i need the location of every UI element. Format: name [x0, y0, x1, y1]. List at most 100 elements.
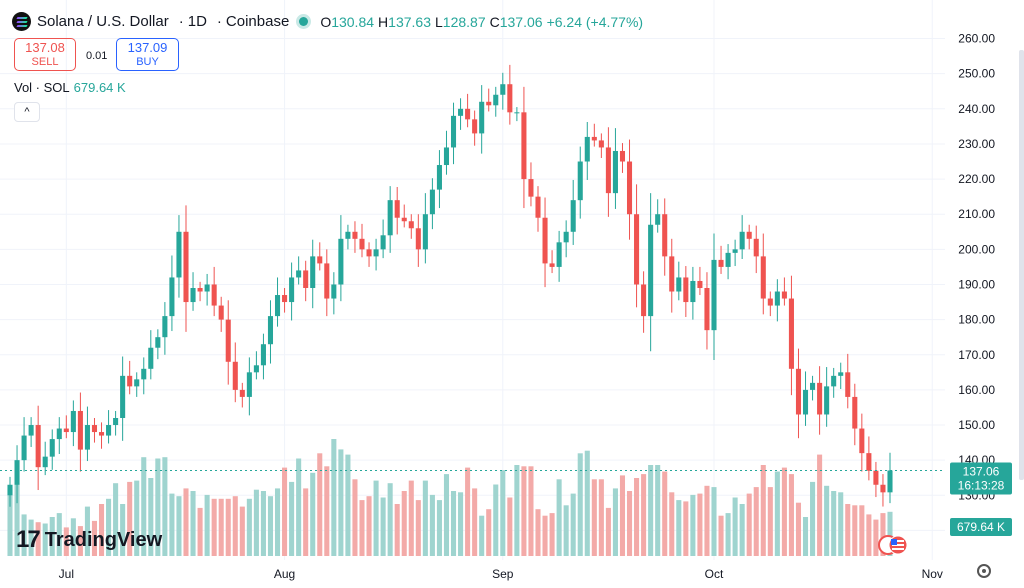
candle-body — [274, 295, 281, 317]
spread-value: 0.01 — [86, 50, 108, 62]
candle-body — [282, 295, 288, 303]
y-tick-label: 200.00 — [958, 242, 995, 256]
volume-bar — [317, 453, 323, 556]
volume-bar — [310, 472, 316, 556]
candle-body — [183, 231, 189, 303]
chart-legend: Solana / U.S. Dollar · 1D · Coinbase O 13… — [12, 12, 643, 31]
volume-bar — [641, 474, 647, 556]
volume-bar — [472, 488, 478, 556]
candle-body — [577, 161, 583, 201]
volume-bar — [845, 504, 851, 556]
candle-body — [556, 242, 562, 267]
tradingview-mark-icon: 17 — [16, 526, 41, 553]
candle-body — [887, 470, 893, 493]
volume-bar — [218, 498, 224, 556]
volume-bar — [535, 509, 541, 556]
low-label: L — [434, 13, 443, 30]
volume-bar — [817, 454, 823, 556]
volume-bar — [359, 500, 365, 556]
candle-body — [91, 425, 98, 433]
settings-icon[interactable] — [977, 564, 991, 578]
volume-bar — [795, 502, 802, 556]
volume-bar — [852, 505, 858, 556]
candle-body — [845, 372, 851, 397]
candle-body — [169, 277, 175, 317]
x-tick-label: Sep — [492, 567, 514, 581]
candle-body — [28, 425, 34, 436]
symbol-title[interactable]: Solana / U.S. Dollar — [37, 13, 169, 30]
candle-body — [345, 231, 351, 239]
candle-body — [373, 249, 379, 257]
volume-bar — [120, 504, 126, 556]
candle-body — [14, 460, 20, 485]
y-tick-label: 180.00 — [958, 313, 995, 327]
high-value: 137.63 — [388, 13, 431, 30]
close-label: C — [489, 13, 500, 30]
interval-label[interactable]: 1D — [187, 13, 207, 30]
volume-bar — [141, 457, 147, 556]
volume-bar — [49, 517, 55, 556]
candle-body — [359, 238, 365, 250]
volume-bar — [197, 507, 203, 556]
candle-body — [859, 428, 865, 454]
candle-body — [732, 249, 738, 253]
candle-body — [535, 196, 541, 218]
candle-body — [774, 291, 780, 306]
volume-bar — [429, 494, 435, 556]
buy-button[interactable]: 137.09 BUY — [116, 38, 179, 71]
candle-body — [408, 221, 414, 229]
volume-bar — [591, 479, 597, 556]
us-flag-icon[interactable] — [878, 535, 910, 555]
candle-body — [591, 136, 597, 141]
volume-bar — [838, 492, 844, 556]
candle-body — [570, 200, 576, 232]
volume-bar — [415, 500, 421, 556]
chevron-up-icon[interactable]: ^ — [14, 102, 40, 122]
candle-body — [500, 84, 506, 95]
volume-bar — [563, 505, 569, 556]
candle-body — [422, 214, 428, 250]
volume-bar — [394, 504, 400, 556]
candle-body — [429, 189, 435, 215]
candle-body — [246, 372, 252, 397]
volume-bar — [500, 470, 506, 556]
candle-body — [324, 263, 330, 299]
candle-body — [225, 319, 231, 362]
volume-legend: Vol · SOL 679.64 K — [14, 80, 126, 95]
right-scrollbar[interactable] — [1019, 50, 1024, 480]
volume-bar — [28, 519, 34, 556]
candle-body — [612, 150, 618, 194]
candle-body — [401, 217, 407, 222]
volume-bar — [134, 480, 140, 556]
candle-body — [852, 396, 858, 429]
y-tick-label: 170.00 — [958, 348, 995, 362]
volume-bar — [239, 506, 245, 556]
candle-body — [289, 277, 295, 303]
sell-label: SELL — [31, 56, 59, 68]
tradingview-logo[interactable]: 17 TradingView — [16, 526, 162, 554]
volume-bar — [211, 498, 217, 556]
candle-body — [873, 470, 879, 485]
market-status-icon — [299, 17, 309, 26]
bar-countdown: 16:13:28 — [958, 478, 1005, 492]
volume-bar — [824, 485, 830, 556]
volume-bar — [7, 488, 13, 556]
candle-body — [84, 425, 90, 450]
volume-bar — [634, 478, 640, 556]
buy-price: 137.09 — [127, 40, 168, 55]
volume-bar — [155, 458, 161, 556]
volume-bar — [866, 514, 872, 556]
solana-logo-icon — [12, 12, 31, 31]
volume-label[interactable]: Vol · SOL — [14, 80, 70, 95]
y-tick-label: 150.00 — [958, 418, 995, 432]
tradingview-name: TradingView — [44, 528, 163, 551]
volume-bar — [303, 488, 309, 556]
volume-bar — [35, 522, 41, 556]
candle-body — [866, 453, 872, 471]
y-tick-label: 230.00 — [958, 137, 995, 151]
sell-button[interactable]: 137.08 SELL — [14, 38, 76, 71]
candle-body — [218, 305, 224, 320]
volume-bar — [732, 497, 738, 556]
